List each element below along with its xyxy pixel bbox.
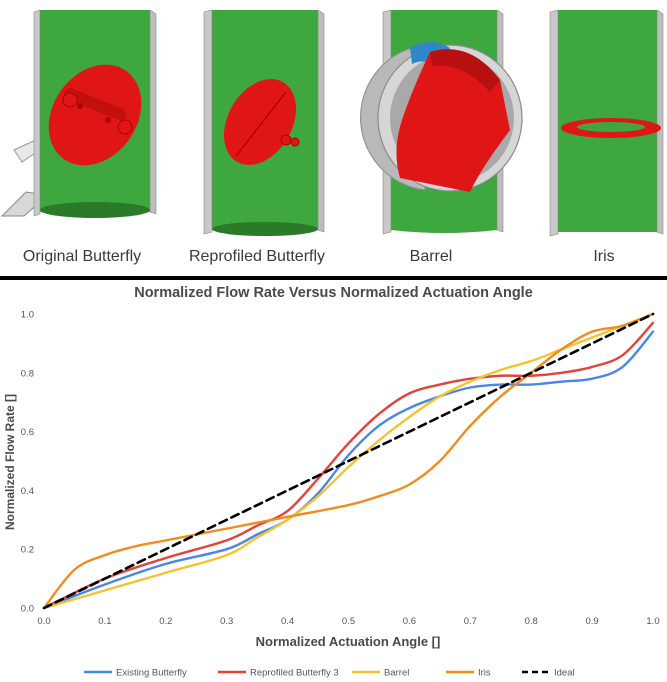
series-line-reprofiled-butterfly-3: [42, 321, 655, 610]
valve-illustrations: [0, 9, 664, 237]
x-tick-label: 0.5: [342, 616, 355, 627]
flow-rate-chart: 0.0 0.1 0.2 0.3 0.4 0.5 0.6 0.7 0.8 0.9 1.0 0.0 0.2…: [3, 310, 660, 679]
y-tick-labels: 0.0 0.2 0.4 0.6 0.8 1.0: [21, 310, 34, 615]
y-tick-label: 0.6: [21, 427, 34, 438]
x-tick-label: 0.1: [98, 616, 111, 627]
x-tick-label: 0.9: [585, 616, 598, 627]
section-divider: [0, 276, 667, 280]
y-tick-label: 0.8: [21, 368, 34, 379]
valve-label-reprofiled-butterfly: Reprofiled Butterfly: [188, 248, 326, 265]
y-tick-label: 0.4: [21, 486, 34, 497]
x-tick-labels: 0.0 0.1 0.2 0.3 0.4 0.5 0.6 0.7 0.8 0.9 1.0: [37, 616, 659, 627]
y-tick-label: 1.0: [21, 310, 34, 321]
series-line-existing-butterfly: [42, 330, 655, 610]
series-line-ideal: [42, 312, 655, 610]
valve-label-original-butterfly: Original Butterfly: [22, 248, 142, 265]
valve-label-barrel: Barrel: [409, 248, 453, 265]
x-tick-label: 0.4: [281, 616, 294, 627]
x-tick-label: 1.0: [646, 616, 659, 627]
x-axis-label: Normalized Actuation Angle []: [256, 634, 441, 649]
legend-label-barrel: Barrel: [384, 668, 409, 679]
x-tick-label: 0.2: [159, 616, 172, 627]
y-tick-label: 0.2: [21, 545, 34, 556]
iris-illustration: [549, 9, 664, 237]
original-butterfly-illustration: [0, 9, 157, 218]
x-tick-label: 0.0: [37, 616, 50, 627]
x-tick-label: 0.8: [525, 616, 538, 627]
chart-legend: Existing Butterfly Reprofiled Butterfly 3…: [84, 668, 575, 679]
legend-label-ideal: Ideal: [554, 668, 575, 679]
x-tick-label: 0.7: [464, 616, 477, 627]
x-tick-label: 0.3: [220, 616, 233, 627]
series-line-iris: [42, 312, 655, 610]
barrel-illustration: [360, 9, 523, 235]
x-tick-label: 0.6: [403, 616, 416, 627]
reprofiled-butterfly-illustration: [203, 9, 325, 236]
legend-label-existing-butterfly: Existing Butterfly: [116, 668, 187, 679]
legend-label-iris: Iris: [478, 668, 491, 679]
series-lines: [42, 312, 655, 610]
legend-label-reprofiled-butterfly-3: Reprofiled Butterfly 3: [250, 668, 339, 679]
chart-title: Normalized Flow Rate Versus Normalized A…: [134, 285, 533, 301]
y-tick-label: 0.0: [21, 604, 34, 615]
y-axis-label: Normalized Flow Rate []: [3, 394, 17, 530]
valve-label-iris: Iris: [593, 248, 615, 265]
